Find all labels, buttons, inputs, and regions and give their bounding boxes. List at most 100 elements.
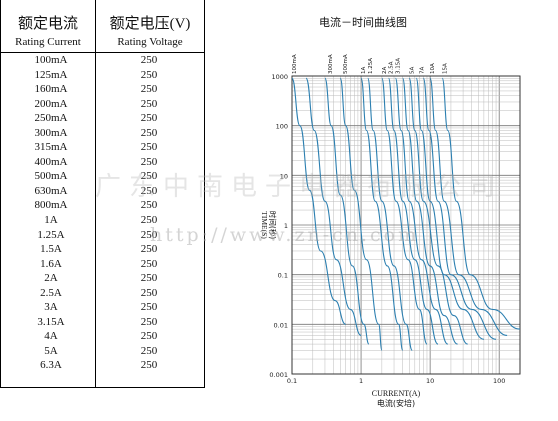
curve-label: 1A (361, 67, 367, 74)
x-tick-label: 10 (426, 377, 434, 385)
rating-voltage-cell: 250 (140, 286, 158, 299)
rating-current-cell: 1.6A (40, 257, 62, 270)
rating-current-cell: 4A (44, 330, 58, 343)
rating-current-cell: 1A (44, 214, 58, 227)
rating-voltage-cell: 250 (140, 170, 158, 183)
y-tick-label: 1 (284, 222, 288, 230)
rating-voltage-cell: 250 (140, 83, 158, 96)
y-tick-label: 0.01 (274, 321, 288, 329)
rating-voltage-cell: 250 (140, 330, 158, 343)
rating-voltage-cell: 250 (140, 97, 158, 110)
rating-voltage-cell: 250 (140, 54, 158, 66)
curve-2-5a (388, 77, 439, 345)
rating-current-cell: 630mA (34, 184, 68, 197)
rating-current-cell: 500mA (34, 170, 68, 183)
curve-label: 2.5A (389, 61, 395, 74)
rating-voltage-cell: 250 (140, 344, 158, 357)
curve-1a (360, 77, 404, 351)
curve-10a (429, 77, 508, 336)
rating-current-cell: 250mA (34, 112, 68, 125)
rating-current-cell: 160mA (34, 83, 68, 96)
voltage-column: 250 250 250 250 250 250 250 250 250 250 250 250 250 2… (100, 53, 198, 373)
curve-1-25a (367, 77, 413, 351)
y-tick-label: 1000 (271, 73, 288, 81)
curve-2a (381, 77, 428, 345)
rating-voltage-cell: 250 (140, 359, 158, 372)
rating-current-cell: 800mA (34, 199, 68, 212)
x-axis-label-cn: 电流(安培) (377, 398, 415, 408)
rating-voltage-cell: 250 (140, 315, 158, 328)
rating-current-cell: 6.3A (40, 359, 62, 372)
rating-current-cell: 315mA (34, 141, 68, 154)
curve-label: 1.25A (368, 58, 374, 74)
curve-500ma (339, 77, 383, 351)
header-voltage-en: Rating Voltage (117, 36, 183, 48)
rating-voltage-cell: 250 (140, 68, 158, 81)
rating-voltage-cell: 250 (140, 243, 158, 256)
curve-label: 3.15A (396, 58, 402, 74)
curve-3-15a (394, 77, 449, 345)
rating-current-cell: 3A (44, 301, 58, 314)
x-tick-label: 1 (359, 377, 363, 385)
curve-label: 2A (382, 67, 388, 74)
y-tick-label: 100 (276, 123, 288, 131)
rating-current-cell: 3.15A (37, 315, 65, 328)
y-axis-label: TIME(S) (260, 211, 269, 239)
header-current-cn: 额定电流 (17, 16, 78, 32)
table-divider (95, 0, 96, 388)
current-column: 100mA 125mA 160mA 200mA 250mA 300mA 315mA 400mA… (10, 53, 92, 373)
curve-label: 300mA (328, 54, 334, 74)
x-tick-label: 0.1 (287, 377, 297, 385)
table-border-bottom (0, 387, 205, 388)
curve-label: 500mA (343, 54, 349, 74)
rating-current-cell: 200mA (34, 97, 68, 110)
plot-frame (291, 75, 521, 375)
curve-4a (402, 77, 458, 345)
rating-voltage-cell: 250 (140, 228, 158, 241)
rating-current-cell: 400mA (34, 155, 68, 168)
header-current-en: Rating Current (15, 36, 81, 48)
rating-current-cell: 100mA (34, 54, 68, 66)
curve-label: 15A (442, 63, 448, 74)
rating-current-cell: 300mA (34, 126, 68, 139)
table-border-left (0, 0, 1, 388)
rating-voltage-cell: 250 (140, 272, 158, 285)
rating-voltage-cell: 250 (140, 155, 158, 168)
rating-current-cell: 2.5A (40, 286, 62, 299)
y-tick-label: 0.001 (269, 371, 288, 379)
y-tick-label: 0.1 (278, 272, 288, 280)
x-axis-label: CURRENT(A) (372, 389, 421, 398)
rating-current-cell: 125mA (34, 68, 68, 81)
rating-voltage-cell: 250 (140, 214, 158, 227)
rating-current-cell: 5A (44, 344, 58, 357)
curve-5a (408, 77, 468, 345)
curve-label: 10A (430, 63, 436, 74)
rating-current-cell: 1.5A (40, 243, 62, 256)
curve-15a (441, 77, 521, 330)
ratings-table: 额定电流 Rating Current 额定电压(V) Rating Volta… (0, 0, 205, 390)
curve-label: 7A (419, 67, 425, 74)
header-divider (0, 52, 205, 53)
curve-300ma (324, 77, 370, 345)
y-axis-label-cn: 时间(秒) (268, 211, 278, 239)
rating-current-cell: 1.25A (37, 228, 65, 241)
rating-voltage-cell: 250 (140, 184, 158, 197)
x-tick-label: 100 (493, 377, 505, 385)
chart-title: 电流－时间曲线图 (319, 16, 407, 29)
curve-label: 100mA (292, 54, 298, 74)
rating-voltage-cell: 250 (140, 301, 158, 314)
rating-voltage-cell: 250 (140, 126, 158, 139)
rating-voltage-cell: 250 (140, 257, 158, 270)
curve-160ma (305, 77, 362, 336)
rating-voltage-cell: 250 (140, 141, 158, 154)
curve-6-3a (415, 77, 485, 340)
table-border-right (204, 0, 205, 388)
curve-label: 5A (409, 67, 415, 74)
curve-8a (422, 77, 497, 340)
rating-voltage-cell: 250 (140, 199, 158, 212)
rating-voltage-cell: 250 (140, 112, 158, 125)
y-tick-label: 10 (280, 172, 288, 180)
curve-100ma (291, 77, 346, 325)
rating-current-cell: 2A (44, 272, 58, 285)
